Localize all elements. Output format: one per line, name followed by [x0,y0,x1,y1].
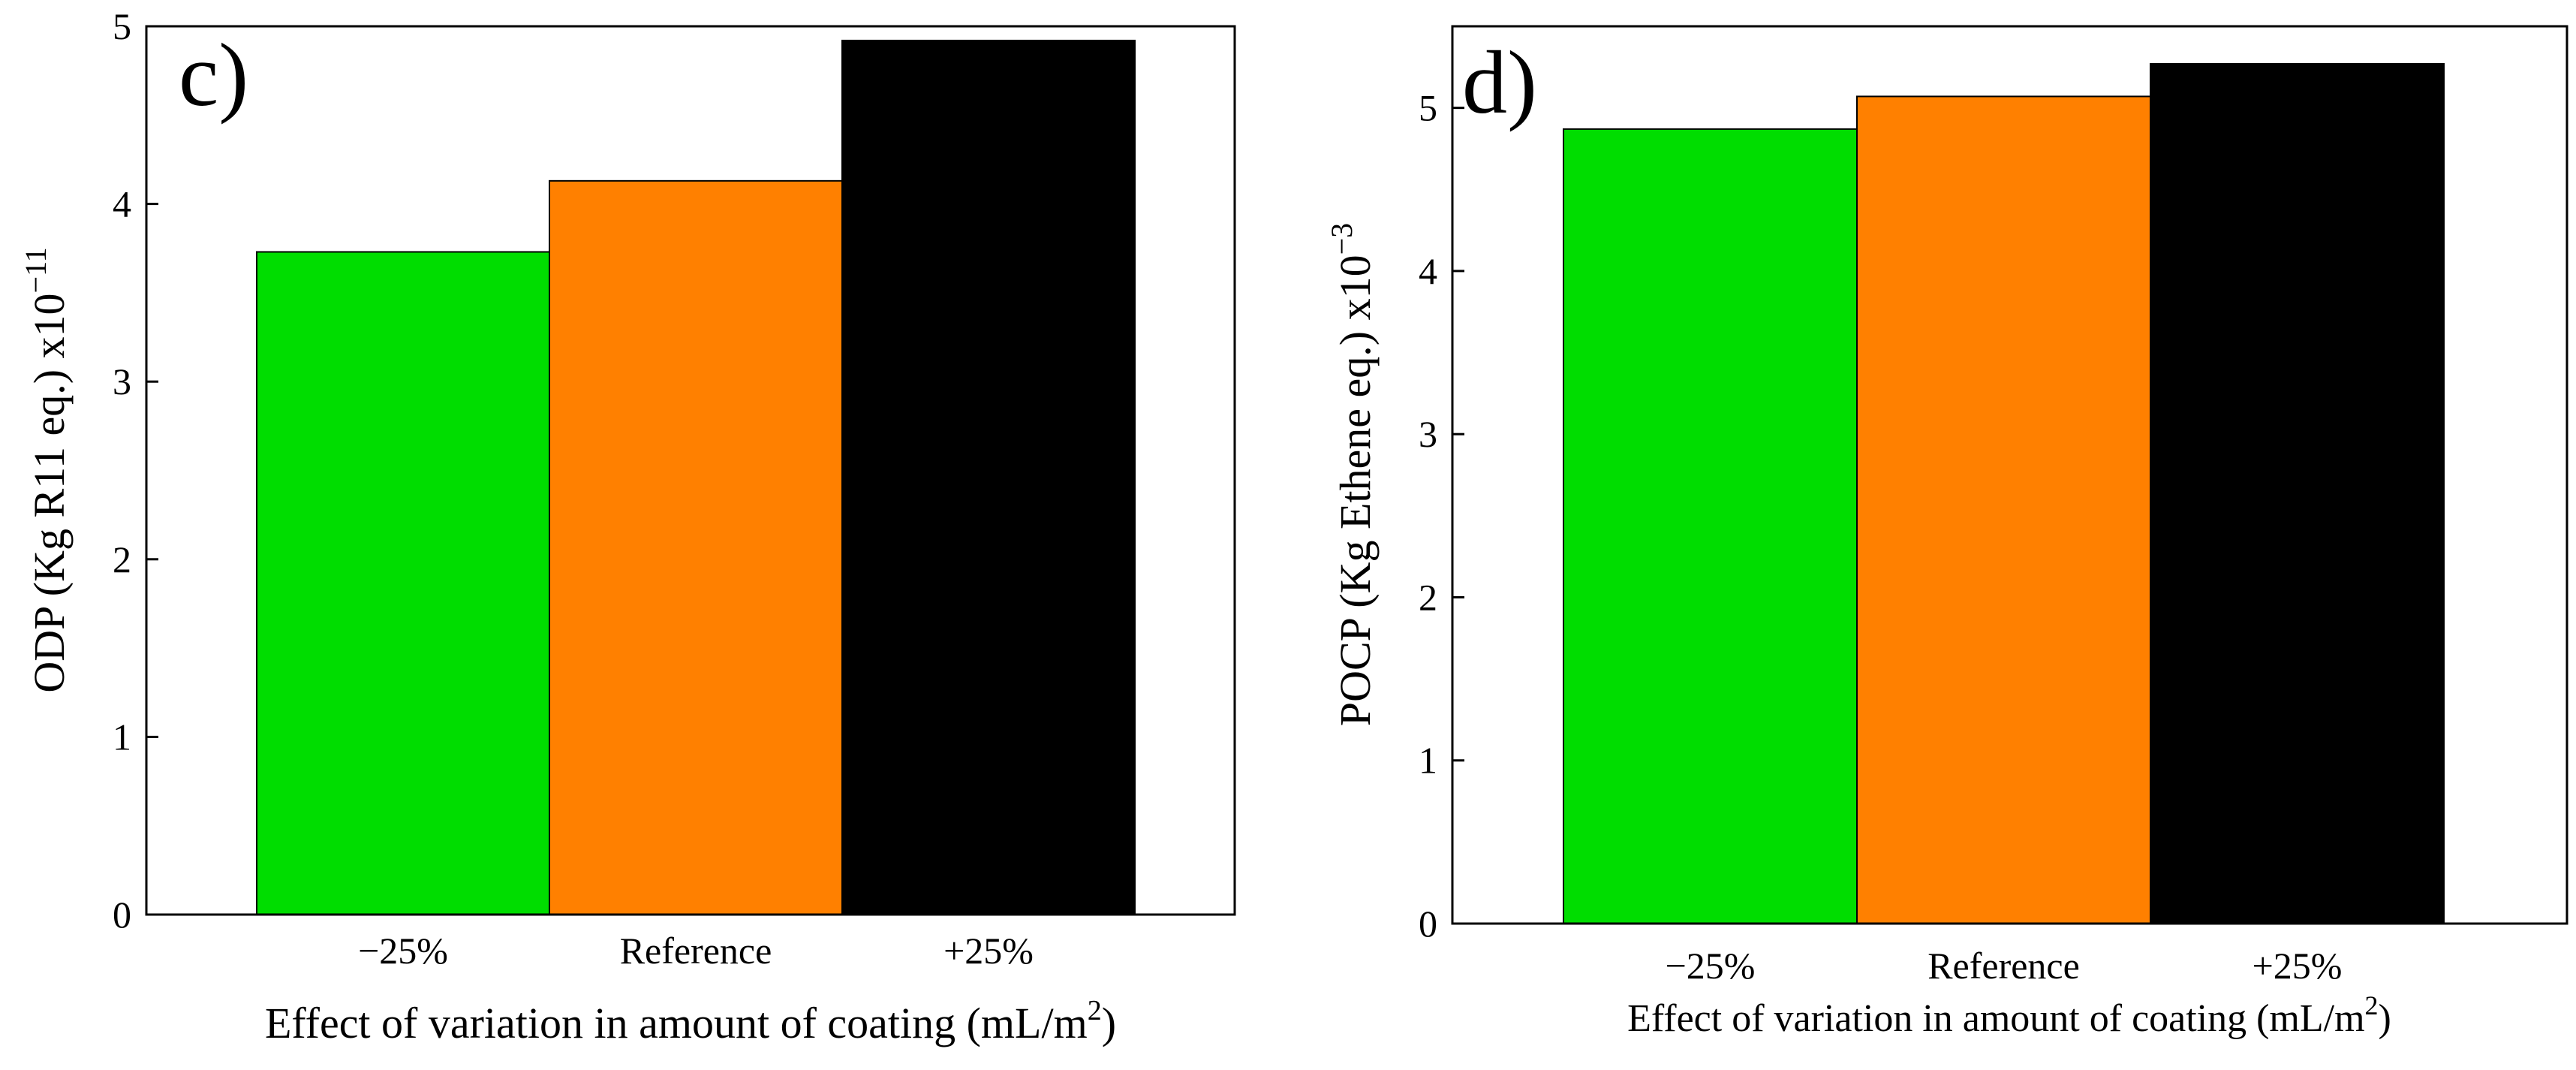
y-tick-label-d-0: 0 [1419,903,1437,945]
category-label-d-1: Reference [1927,945,2080,987]
panel-label-d: d) [1462,32,1537,132]
y-tick-label-c-5: 5 [113,5,131,47]
category-label-c-1: Reference [620,930,772,972]
category-label-d-2: +25% [2252,945,2343,987]
bar-d-2 [2150,62,2445,924]
plot-frame-d [1451,25,2568,925]
chart-c: c) 0 1 2 3 4 5 −25% Reference +25% Effect of va… [19,5,1236,1047]
y-axis-label-d: POCP (Kg Ethene eq.) x10−3 [1325,223,1380,726]
y-tick-label-d-1: 1 [1419,740,1437,782]
y-tick-label-d-4: 4 [1419,250,1437,292]
category-label-c-2: +25% [943,930,1034,972]
bar-d-0 [1563,128,1858,924]
bar-c-0 [256,251,550,915]
bar-c-2 [841,39,1136,916]
y-tick-label-d-3: 3 [1419,413,1437,455]
category-label-c-0: −25% [358,930,448,972]
y-tick-label-c-4: 4 [113,183,131,225]
y-tick-label-c-0: 0 [113,894,131,936]
panel-label-c: c) [179,25,248,125]
y-tick-label-c-2: 2 [113,538,131,580]
y-tick-label-d-5: 5 [1419,87,1437,129]
y-tick-label-c-3: 3 [113,360,131,402]
y-tick-label-d-2: 2 [1419,576,1437,618]
plot-frame-c [145,25,1236,916]
chart-d: d) 0 1 2 3 4 5 −25% Reference +25% Effect of va… [1325,25,2568,1040]
category-label-d-0: −25% [1666,945,1756,987]
bar-d-1 [1856,95,2151,925]
y-tick-label-c-1: 1 [113,716,131,758]
y-axis-label-c: ODP (Kg R11 eq.) x10−11 [19,247,74,692]
bar-c-1 [549,179,843,916]
x-axis-label-c: Effect of variation in amount of coating… [265,995,1116,1047]
x-axis-label-d: Effect of variation in amount of coating… [1627,990,2391,1040]
